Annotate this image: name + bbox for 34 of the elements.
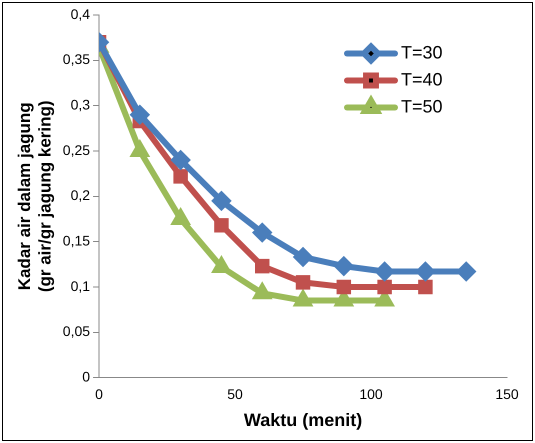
- y-tick-label: 0,1: [70, 278, 90, 294]
- legend-label: T=30: [401, 42, 443, 62]
- point: [418, 280, 433, 294]
- point: [296, 275, 310, 290]
- point: [212, 192, 230, 210]
- point: [254, 258, 270, 274]
- y-tick-label: 0: [82, 368, 90, 384]
- legend-label: T=50: [401, 96, 443, 116]
- y-tick-label: 0,3: [70, 96, 90, 113]
- y-tick-label: 0,2: [70, 187, 90, 204]
- point: [334, 257, 353, 276]
- point: [336, 280, 352, 294]
- x-tick-label: 50: [227, 386, 244, 402]
- y-tick-label: 0,25: [62, 142, 90, 158]
- point: [457, 262, 476, 281]
- point: [376, 262, 394, 281]
- x-tick-label: 150: [495, 386, 519, 402]
- point: [416, 262, 434, 281]
- point: [214, 218, 229, 233]
- point: [294, 248, 312, 266]
- y-tick-label: 0,05: [62, 323, 90, 340]
- y-tick-label: 0,15: [62, 232, 90, 248]
- y-tick-label: 0,35: [62, 51, 90, 68]
- point: [253, 224, 272, 242]
- x-tick-label: 0: [95, 386, 104, 402]
- point: [377, 280, 392, 294]
- x-tick-label: 100: [359, 386, 383, 402]
- point: [172, 151, 190, 170]
- legend-label: T=40: [401, 69, 443, 90]
- y-axis-title: Kadar air dalam jagung (gr air/gr jagung kering): [14, 100, 54, 292]
- y-tick-label: 0,4: [70, 6, 90, 22]
- x-axis-title: Waktu (menit): [244, 410, 362, 430]
- point: [130, 106, 149, 124]
- point: [173, 169, 188, 184]
